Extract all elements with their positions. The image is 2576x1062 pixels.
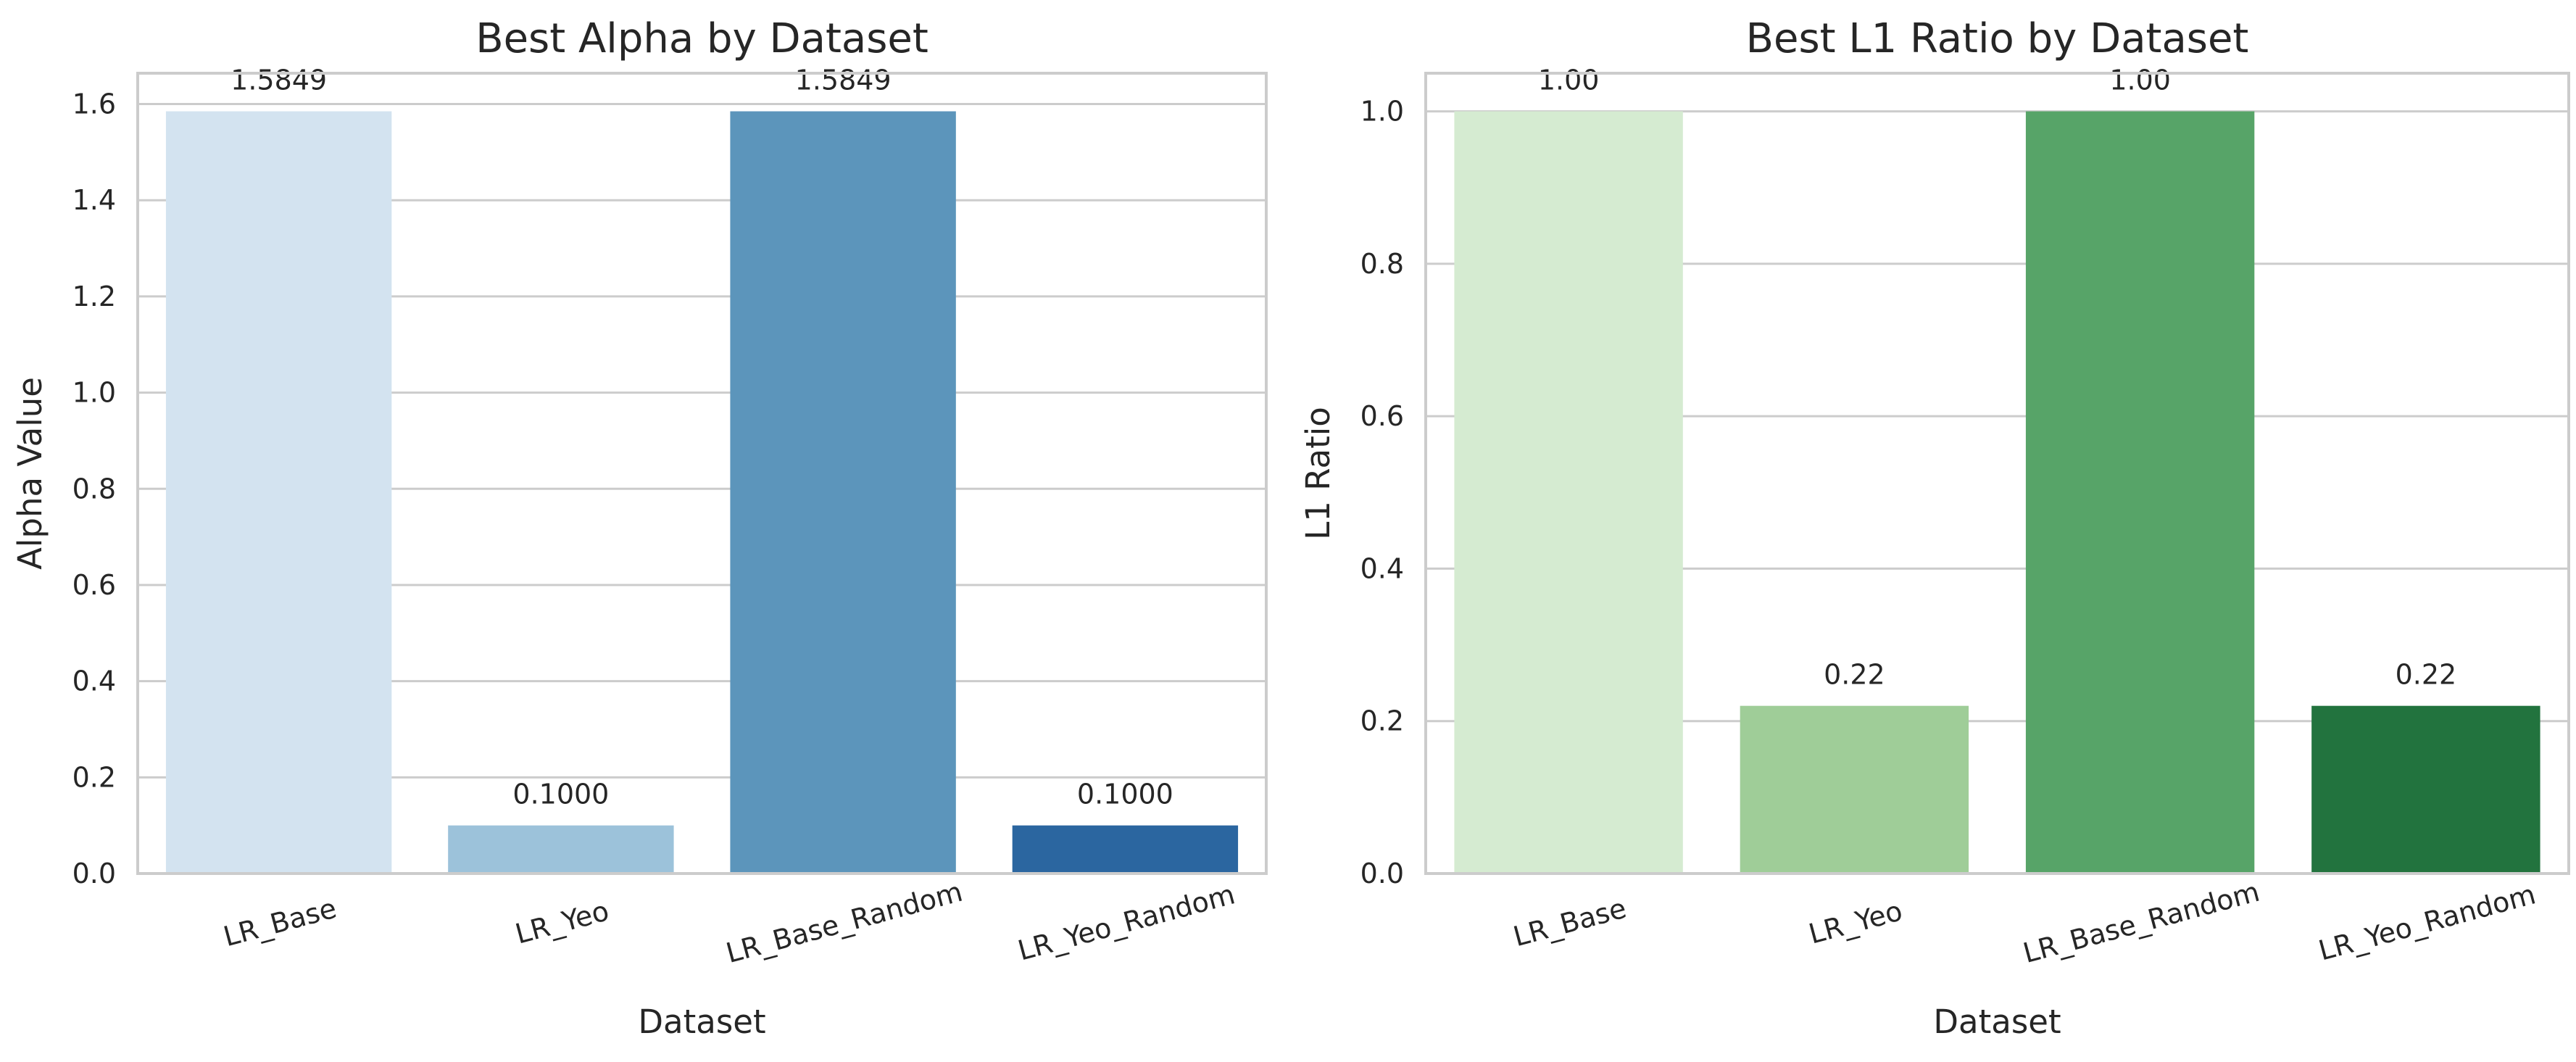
chart1-bar-value-label: 1.5849 — [230, 65, 327, 96]
chart2-bar-lr-yeo — [1740, 705, 1969, 874]
chart1-x-tick-label: LR_Yeo — [512, 895, 612, 950]
chart1-axes-frame — [136, 72, 1268, 875]
chart1-bar-value-label: 0.1000 — [1077, 779, 1173, 810]
chart2-bar-value-label: 0.22 — [2396, 659, 2457, 691]
chart1-bar-value-label: 1.5849 — [795, 65, 892, 96]
chart2-x-tick-label: LR_Base — [1510, 892, 1629, 953]
chart1-y-tick-label: 0.8 — [72, 473, 116, 505]
chart2-x-axis-label: Dataset — [1933, 1003, 2061, 1041]
chart2-y-tick-label: 0.4 — [1360, 552, 1404, 584]
chart1-y-tick-label: 0.4 — [72, 665, 116, 697]
chart2-x-tick-label: LR_Yeo_Random — [2315, 878, 2539, 966]
chart1-title: Best Alpha by Dataset — [475, 15, 928, 62]
chart1-y-tick-label: 1.4 — [72, 184, 116, 216]
chart1-x-tick-label: LR_Base — [220, 892, 340, 953]
chart2-bar-value-label: 1.00 — [1538, 65, 1600, 96]
chart2-y-axis-label: L1 Ratio — [1299, 407, 1337, 540]
chart1-bar-value-label: 0.1000 — [512, 779, 609, 810]
chart1-y-axis-label: Alpha Value — [11, 377, 49, 570]
chart1-panel: 1.5849 0.1000 1.5849 0.1000 0.0 0.2 0.4 0.6 0.8 1… — [11, 15, 1268, 1041]
chart1-y-tick-label: 1.6 — [72, 88, 116, 120]
chart2-panel: 1.00 0.22 1.00 0.22 0.0 0.2 0.4 0.6 0.8 1.0 LR_Bas… — [1299, 15, 2570, 1041]
chart1-y-tick-label: 0.2 — [72, 761, 116, 793]
chart1-bar-lr-base-random — [730, 111, 956, 874]
chart2-title: Best L1 Ratio by Dataset — [1746, 15, 2249, 62]
chart2-y-tick-label: 1.0 — [1360, 96, 1404, 128]
chart1-x-tick-label: LR_Yeo_Random — [1015, 878, 1239, 966]
chart2-bar-value-label: 1.00 — [2109, 65, 2171, 96]
chart1-y-tick-label: 0.0 — [72, 858, 116, 889]
chart1-y-tick-label: 1.0 — [72, 377, 116, 409]
chart2-bar-lr-base-random — [2025, 111, 2255, 874]
chart1-x-axis-label: Dataset — [638, 1003, 765, 1041]
chart1-x-tick-label: LR_Base_Random — [723, 876, 965, 969]
chart1-bar-lr-yeo — [448, 825, 674, 874]
chart2-bar-lr-yeo-random — [2311, 705, 2540, 874]
chart2-y-tick-label: 0.2 — [1360, 705, 1404, 737]
chart2-bar-lr-base — [1454, 111, 1683, 874]
chart2-x-tick-label: LR_Yeo — [1806, 895, 1906, 950]
chart1-y-tick-label: 1.2 — [72, 281, 116, 312]
chart2-x-tick-label: LR_Base_Random — [2020, 876, 2263, 969]
chart1-y-tick-label: 0.6 — [72, 569, 116, 601]
chart1-bar-lr-base — [165, 111, 392, 874]
chart2-y-tick-label: 0.0 — [1360, 858, 1404, 889]
chart1-bar-lr-yeo-random — [1012, 825, 1239, 874]
chart2-bar-value-label: 0.22 — [1824, 659, 1885, 691]
chart2-y-tick-label: 0.6 — [1360, 400, 1404, 432]
chart2-axes-frame — [1424, 72, 2570, 875]
chart2-y-tick-label: 0.8 — [1360, 248, 1404, 280]
